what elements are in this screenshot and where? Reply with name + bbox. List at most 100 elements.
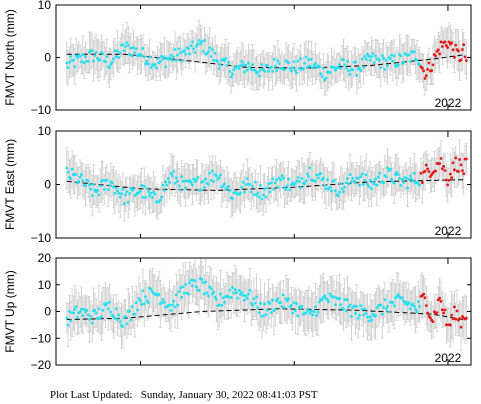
data-point [142, 302, 146, 306]
data-point [308, 311, 312, 315]
data-point [169, 53, 173, 57]
data-point [296, 314, 300, 318]
x-tick-label: 2022 [435, 351, 462, 365]
data-point [72, 311, 75, 315]
data-point [227, 295, 230, 299]
y-tick-label: −10 [31, 103, 52, 117]
data-point [122, 202, 126, 205]
data-point [165, 183, 169, 187]
data-point [364, 173, 368, 177]
data-point [240, 186, 244, 189]
data-point [188, 52, 192, 56]
data-point [236, 64, 240, 68]
data-point [380, 312, 384, 316]
data-point [404, 176, 408, 180]
data-point [423, 77, 427, 80]
data-point [305, 172, 309, 176]
data-point [304, 55, 308, 59]
data-point [440, 45, 444, 48]
data-point [108, 66, 111, 70]
data-point [196, 42, 200, 46]
data-point [168, 180, 172, 184]
data-point [92, 59, 95, 63]
data-point [332, 66, 336, 69]
data-point [212, 58, 216, 62]
data-point [130, 54, 134, 58]
data-point [426, 167, 430, 171]
data-point [390, 177, 393, 181]
data-point [343, 298, 347, 302]
data-point [364, 57, 368, 61]
data-point [190, 183, 194, 187]
data-point [256, 70, 260, 74]
data-point [257, 311, 261, 315]
data-point [162, 300, 166, 304]
data-point [160, 301, 164, 305]
data-point [125, 41, 129, 45]
data-point [124, 193, 127, 197]
data-point [316, 310, 320, 314]
data-point [78, 310, 82, 314]
data-point [162, 189, 166, 192]
data-point [336, 66, 340, 69]
data-point [415, 58, 419, 62]
data-point [364, 312, 368, 315]
data-point [269, 181, 273, 185]
data-point [324, 187, 328, 191]
data-point [367, 319, 371, 323]
data-point [455, 309, 459, 313]
data-point [248, 183, 252, 186]
data-point [105, 301, 109, 305]
data-point [180, 295, 184, 299]
data-point [98, 184, 102, 188]
data-point [309, 57, 313, 61]
data-point [76, 56, 79, 60]
data-point [144, 295, 148, 299]
data-point [132, 187, 135, 191]
data-point [370, 187, 373, 191]
data-point [451, 48, 455, 52]
data-point [410, 177, 413, 181]
data-point [69, 319, 73, 323]
data-point [459, 163, 463, 167]
data-point [78, 54, 82, 58]
data-point [374, 54, 377, 58]
data-point [141, 47, 145, 50]
data-point [173, 305, 177, 309]
data-point [97, 307, 101, 311]
data-point [81, 179, 85, 182]
data-point [334, 68, 337, 72]
data-point [368, 315, 372, 319]
data-point [219, 63, 222, 67]
data-point [440, 167, 444, 171]
data-point [358, 313, 361, 317]
data-point [80, 60, 83, 64]
data-point [372, 61, 376, 65]
data-point [317, 65, 321, 69]
data-point [388, 168, 392, 171]
data-point [454, 156, 458, 160]
data-point [121, 187, 125, 191]
data-point [118, 51, 122, 55]
data-point [74, 54, 78, 58]
data-point [438, 162, 442, 165]
data-point [308, 64, 312, 68]
data-point [252, 193, 256, 196]
data-point [81, 314, 85, 318]
data-point [374, 177, 377, 181]
data-point [289, 69, 293, 73]
data-point [229, 295, 233, 299]
data-point [419, 171, 423, 175]
data-point [336, 194, 340, 198]
data-point [458, 317, 462, 321]
data-point [392, 181, 396, 185]
data-point [260, 63, 264, 66]
data-point [70, 167, 74, 171]
data-point [173, 48, 177, 51]
data-point [299, 57, 303, 61]
data-point [207, 294, 210, 298]
data-point [188, 281, 192, 285]
data-point [348, 173, 352, 176]
data-point [74, 305, 78, 309]
data-point [69, 54, 73, 58]
